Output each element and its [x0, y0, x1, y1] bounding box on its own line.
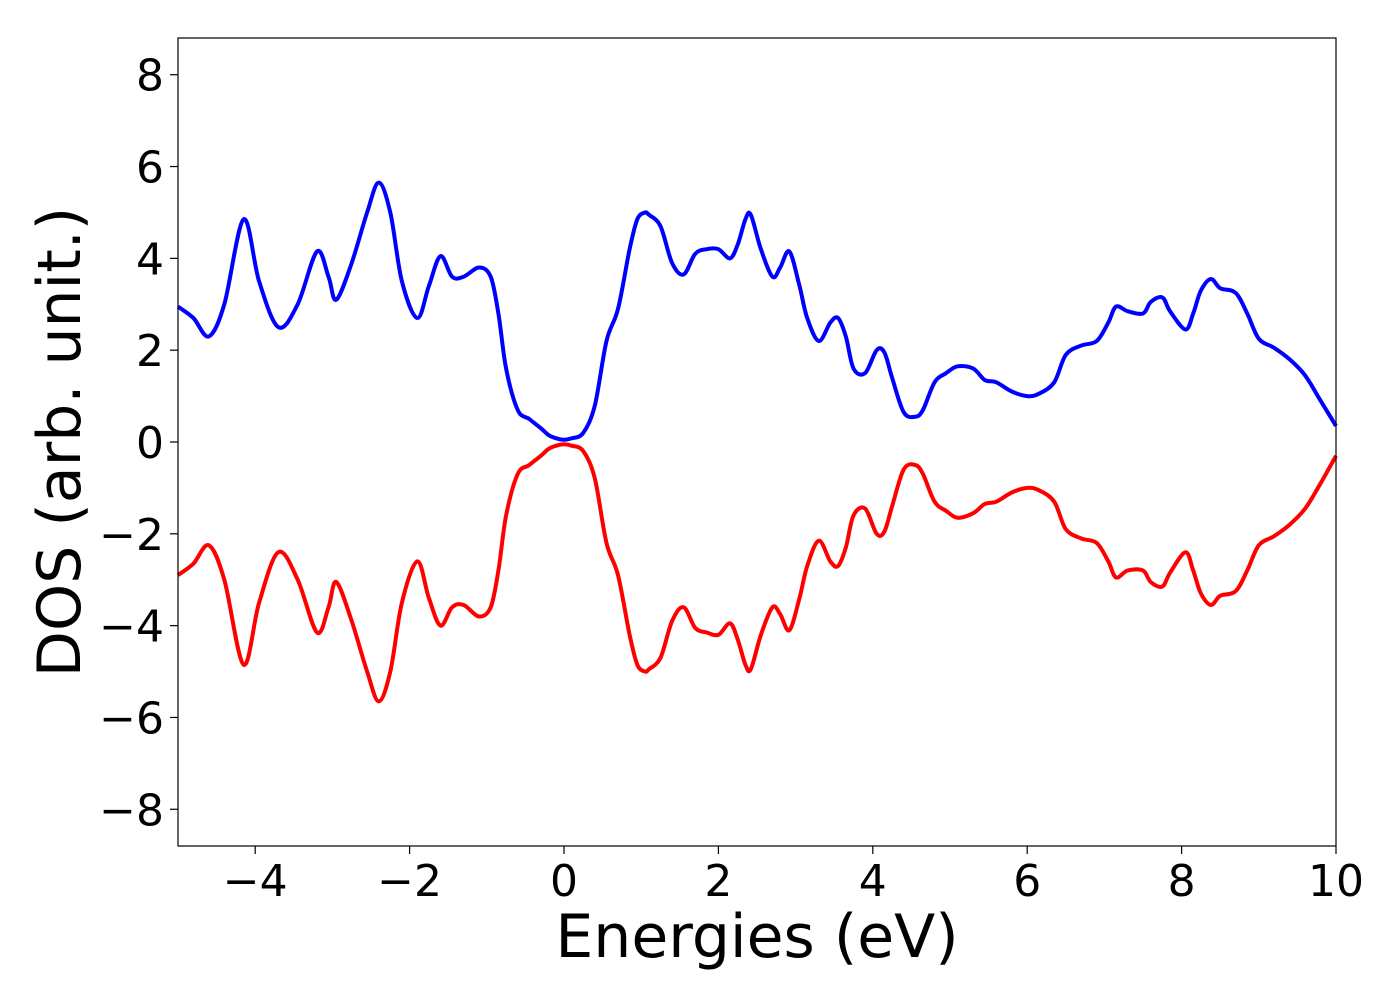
series-line-1 — [176, 180, 1338, 442]
y-tick-label: 2 — [136, 326, 164, 377]
plot-area — [176, 37, 1338, 847]
y-tick-label: 8 — [136, 51, 164, 102]
y-tick-label: −4 — [99, 602, 164, 653]
y-tick-label: 0 — [136, 418, 164, 469]
y-axis-label: DOS (arb. unit.) — [25, 207, 95, 677]
x-tick-label: −2 — [377, 856, 442, 907]
series-layer — [176, 180, 1338, 704]
x-tick-label: 6 — [1013, 856, 1041, 907]
plot-frame — [177, 37, 1337, 847]
y-tick-label: −2 — [99, 510, 164, 561]
x-tick-label: 2 — [704, 856, 732, 907]
x-axis-label: Energies (eV) — [555, 902, 958, 972]
y-tick-label: −8 — [99, 785, 164, 836]
y-tick-label: 6 — [136, 143, 164, 194]
y-axis: 8 6 4 2 0 −2 −4 −6 −8 — [99, 51, 178, 836]
x-tick-label: −4 — [223, 856, 288, 907]
x-axis: −4 −2 0 2 4 6 8 10 — [223, 846, 1364, 907]
x-tick-label: 0 — [550, 856, 578, 907]
x-tick-label: 8 — [1168, 856, 1196, 907]
y-tick-label: −6 — [99, 693, 164, 744]
y-tick-label: 4 — [136, 234, 164, 285]
x-tick-label: 10 — [1308, 856, 1364, 907]
x-tick-label: 4 — [859, 856, 887, 907]
series-line-2 — [176, 442, 1338, 704]
